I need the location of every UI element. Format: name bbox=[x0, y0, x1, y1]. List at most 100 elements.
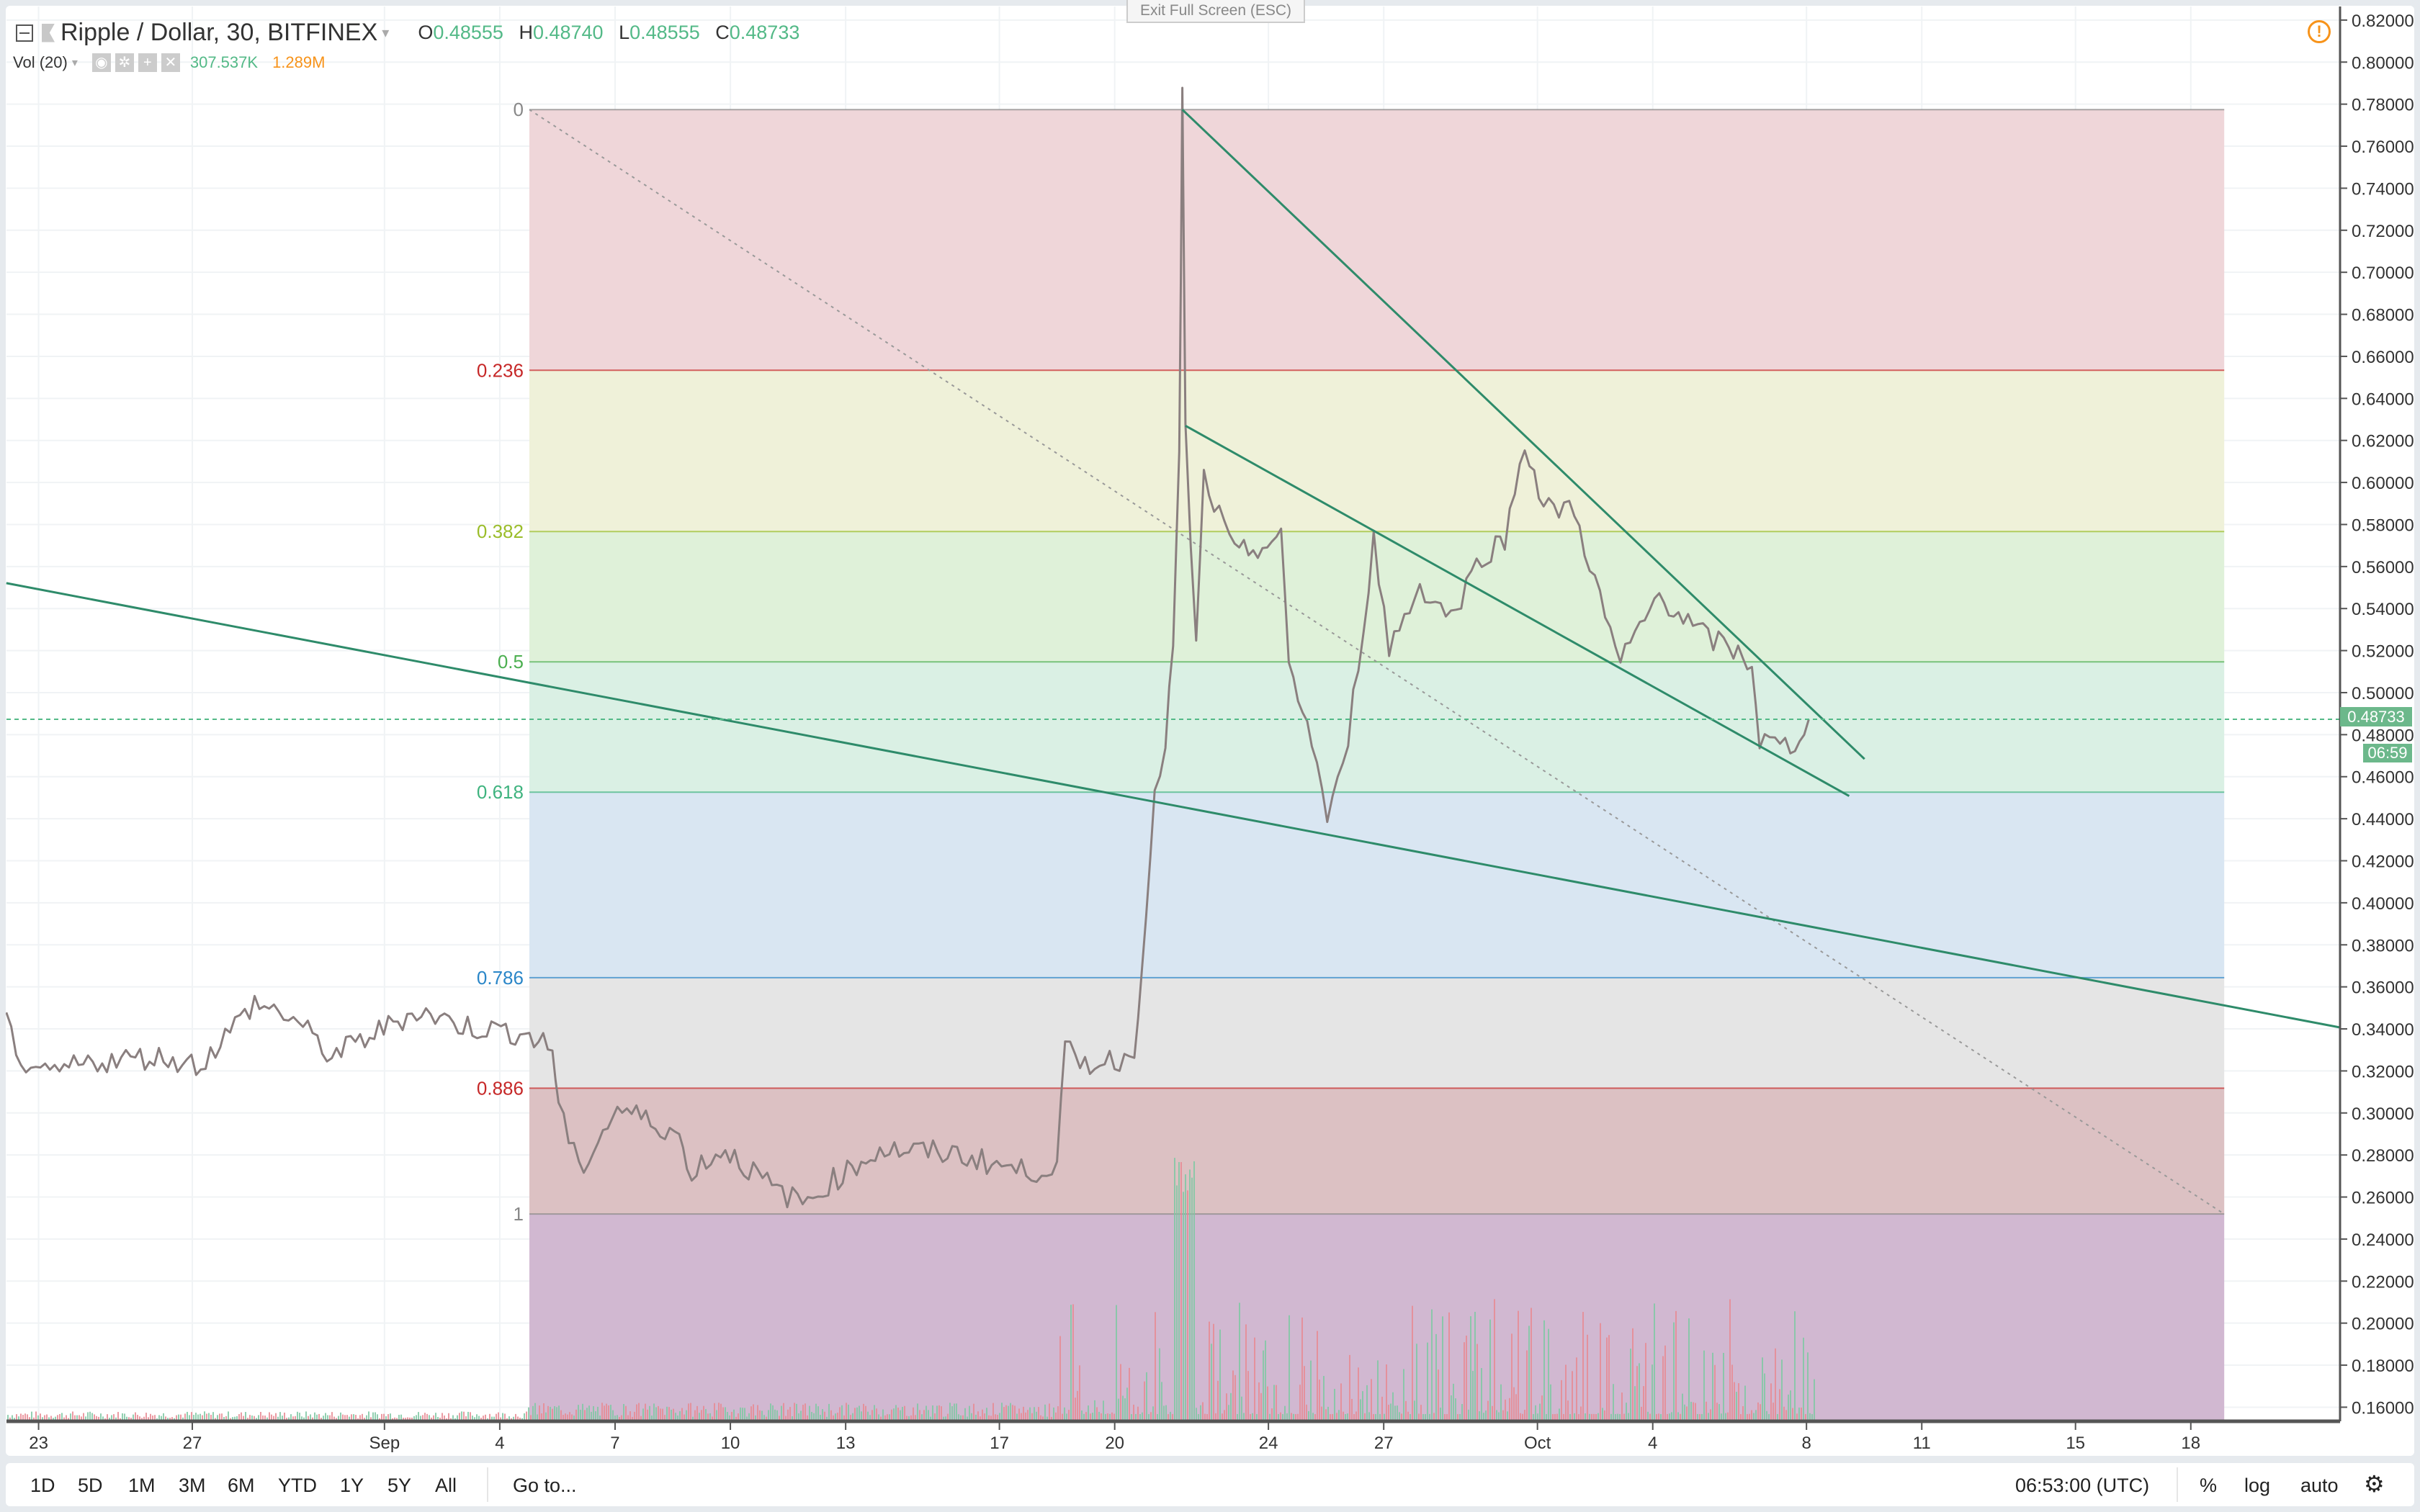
volume-bar bbox=[1505, 1399, 1506, 1421]
volume-bar bbox=[524, 1413, 525, 1421]
volume-bar bbox=[781, 1405, 782, 1421]
price-tick-label: 0.50000 bbox=[2352, 684, 2414, 703]
close-label: C bbox=[715, 22, 730, 43]
volume-bar bbox=[1755, 1410, 1757, 1421]
volume-bar bbox=[1178, 1162, 1180, 1421]
volume-bar bbox=[563, 1415, 564, 1421]
chart-pane[interactable]: 0 0.236 0.382 0.5 0.618 0.786 0.886 1 0.82000 0.8… bbox=[6, 6, 2414, 1456]
volume-bar bbox=[1498, 1412, 1500, 1421]
range-ytd[interactable]: YTD bbox=[278, 1475, 317, 1496]
volume-bar bbox=[867, 1411, 869, 1421]
volume-bar bbox=[1077, 1390, 1078, 1421]
range-1m[interactable]: 1M bbox=[128, 1475, 156, 1496]
warning-icon[interactable]: ! bbox=[2308, 20, 2331, 43]
plus-icon[interactable]: + bbox=[138, 53, 157, 72]
volume-bar bbox=[1779, 1389, 1780, 1421]
volume-bar bbox=[1520, 1413, 1521, 1421]
volume-bar bbox=[344, 1415, 346, 1421]
volume-bar bbox=[338, 1416, 339, 1421]
range-1d[interactable]: 1D bbox=[30, 1475, 55, 1496]
gear-icon[interactable]: ⚙ bbox=[2364, 1471, 2385, 1497]
volume-bar bbox=[839, 1407, 841, 1421]
volume-bar bbox=[217, 1415, 218, 1421]
volume-bar bbox=[1161, 1382, 1162, 1421]
gear-icon[interactable]: ✲ bbox=[115, 53, 134, 72]
volume-bar bbox=[1515, 1394, 1517, 1421]
volume-bar bbox=[1172, 1413, 1173, 1421]
volume-bar bbox=[303, 1417, 305, 1421]
fib-zone bbox=[529, 662, 2225, 793]
volume-bar bbox=[835, 1413, 836, 1421]
volume-bar bbox=[467, 1411, 469, 1421]
range-5y[interactable]: 5Y bbox=[387, 1475, 412, 1496]
auto-toggle[interactable]: auto bbox=[2300, 1475, 2339, 1496]
symbol-title[interactable]: Ripple / Dollar, 30, BITFINEX bbox=[60, 19, 378, 46]
volume-bar bbox=[1727, 1412, 1729, 1421]
range-5d[interactable]: 5D bbox=[78, 1475, 103, 1496]
price-chart[interactable]: 0 0.236 0.382 0.5 0.618 0.786 0.886 1 0.82000 0.8… bbox=[6, 6, 2414, 1456]
volume-bar bbox=[346, 1415, 348, 1421]
volume-bar bbox=[1146, 1372, 1147, 1421]
volume-bar bbox=[1809, 1413, 1811, 1421]
volume-bar bbox=[1340, 1383, 1342, 1421]
volume-label[interactable]: Vol (20) bbox=[13, 53, 68, 71]
volume-bar bbox=[878, 1414, 879, 1421]
volume-bar bbox=[1664, 1345, 1666, 1421]
goto-button[interactable]: Go to... bbox=[513, 1475, 577, 1496]
range-3m[interactable]: 3M bbox=[179, 1475, 206, 1496]
price-tick-label: 0.78000 bbox=[2352, 96, 2414, 115]
volume-bar bbox=[1027, 1410, 1028, 1421]
range-6m[interactable]: 6M bbox=[228, 1475, 255, 1496]
range-all[interactable]: All bbox=[435, 1475, 457, 1496]
volume-bar bbox=[1368, 1412, 1370, 1421]
volume-bar bbox=[837, 1413, 838, 1421]
volume-bar bbox=[1429, 1413, 1430, 1421]
volume-bar bbox=[1777, 1413, 1778, 1421]
range-1y[interactable]: 1Y bbox=[340, 1475, 364, 1496]
chevron-down-icon[interactable]: ▾ bbox=[71, 57, 78, 69]
volume-bar bbox=[642, 1408, 644, 1421]
volume-bar bbox=[651, 1416, 653, 1421]
volume-bar bbox=[876, 1408, 877, 1421]
log-toggle[interactable]: log bbox=[2244, 1475, 2271, 1496]
volume-bar bbox=[945, 1416, 946, 1421]
flag-icon[interactable] bbox=[42, 23, 55, 42]
volume-bar bbox=[260, 1411, 261, 1421]
volume-bar bbox=[1234, 1374, 1236, 1421]
volume-bar bbox=[517, 1416, 519, 1421]
volume-bar bbox=[1057, 1406, 1059, 1421]
clock[interactable]: 06:53:00 (UTC) bbox=[2015, 1475, 2150, 1496]
volume-bar bbox=[1496, 1410, 1497, 1421]
percent-toggle[interactable]: % bbox=[2200, 1475, 2218, 1496]
volume-bar bbox=[1500, 1384, 1502, 1421]
volume-bar bbox=[830, 1410, 832, 1421]
volume-bar bbox=[1183, 1192, 1184, 1421]
volume-bar bbox=[999, 1413, 1000, 1421]
chevron-down-icon[interactable]: ▾ bbox=[382, 25, 390, 41]
volume-bar bbox=[161, 1416, 162, 1421]
volume-bar bbox=[526, 1411, 527, 1421]
volume-bar bbox=[100, 1413, 102, 1421]
visibility-icon[interactable]: ◉ bbox=[91, 53, 111, 72]
collapse-icon[interactable] bbox=[16, 24, 33, 42]
volume-bar bbox=[1327, 1406, 1329, 1421]
volume-bar bbox=[59, 1413, 60, 1421]
volume-bar bbox=[746, 1416, 748, 1421]
volume-bar bbox=[1230, 1392, 1232, 1421]
exit-fullscreen-button[interactable]: Exit Full Screen (ESC) bbox=[1126, 0, 1305, 23]
volume-bar bbox=[701, 1410, 702, 1421]
volume-bar bbox=[1412, 1305, 1413, 1421]
volume-bar bbox=[515, 1413, 516, 1421]
volume-bar bbox=[1662, 1356, 1664, 1421]
volume-bar bbox=[766, 1416, 767, 1421]
volume-bar bbox=[984, 1413, 985, 1421]
volume-bar bbox=[1654, 1303, 1655, 1421]
close-icon[interactable]: ✕ bbox=[161, 53, 180, 72]
volume-bar bbox=[158, 1415, 160, 1421]
volume-bar bbox=[1222, 1413, 1223, 1421]
volume-bar bbox=[813, 1413, 815, 1421]
volume-bar bbox=[1306, 1404, 1307, 1421]
volume-bar bbox=[753, 1404, 754, 1421]
volume-bar bbox=[720, 1403, 722, 1421]
volume-bar bbox=[264, 1416, 266, 1421]
